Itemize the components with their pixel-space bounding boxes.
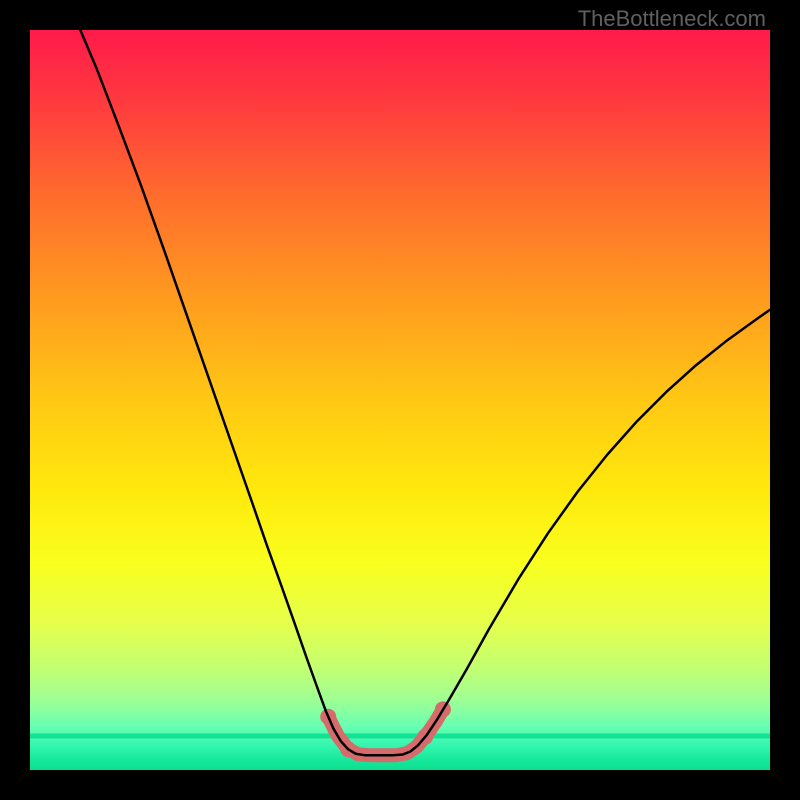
chart-svg [30,30,770,770]
chart-frame: TheBottleneck.com [0,0,800,800]
watermark-text: TheBottleneck.com [578,6,766,32]
chart-plot-area [30,30,770,770]
